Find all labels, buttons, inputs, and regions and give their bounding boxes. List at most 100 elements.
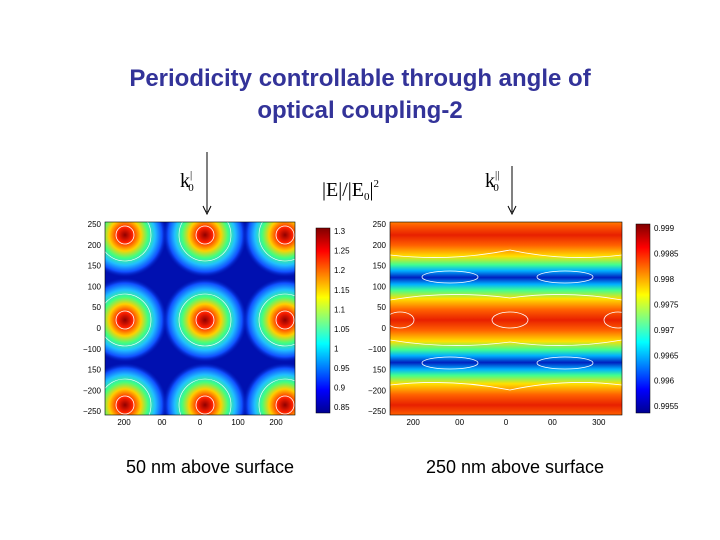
y-tick-label: 250 [373, 220, 387, 229]
caption: 50 nm above surface [126, 457, 294, 477]
y-tick-label: 150 [88, 366, 102, 375]
sub: 0 [188, 182, 194, 194]
y-tick-label: 200 [373, 241, 387, 250]
contour [178, 293, 232, 347]
contour [115, 395, 135, 415]
x-tick-label: 100 [231, 418, 245, 427]
colorbar-tick-label: 0.9 [334, 384, 346, 393]
colorbar-tick-label: 0.9985 [654, 250, 679, 259]
f-end: | [370, 179, 374, 201]
x-tick-label: 0 [504, 418, 509, 427]
y-tick-label: −250 [83, 407, 102, 416]
plot-frame [389, 221, 623, 416]
x-tick-label: 200 [269, 418, 283, 427]
colorbar-tick-label: 1.1 [334, 305, 346, 314]
colorbar-tick-label: 0.95 [334, 364, 350, 373]
colorbar-tick-label: 0.9975 [654, 300, 679, 309]
y-tick-label: −250 [368, 407, 387, 416]
y-tick-label: 200 [88, 241, 102, 250]
colorbar-tick-label: 1.05 [334, 325, 350, 334]
colorbar-tick-label: 0.998 [654, 275, 675, 284]
hot-spot [243, 222, 295, 277]
colorbar-tick-label: 1.15 [334, 286, 350, 295]
contour [258, 378, 295, 415]
x-tick-label: 200 [407, 418, 421, 427]
contour [195, 395, 215, 415]
contour [105, 222, 152, 262]
contour [178, 222, 232, 262]
contour [195, 310, 215, 330]
colorbar-tick-label: 1.2 [334, 266, 346, 275]
colorbar-tick-label: 1.25 [334, 247, 350, 256]
contour [195, 225, 215, 245]
caption: 250 nm above surface [426, 457, 604, 477]
colorbar-tick-label: 0.999 [654, 224, 675, 233]
field-map [105, 222, 295, 415]
y-tick-label: 0 [382, 324, 387, 333]
contour [275, 225, 295, 245]
hot-spot [105, 278, 167, 362]
k: k [485, 170, 495, 192]
hot-spot [243, 363, 295, 415]
hot-spot [163, 222, 247, 277]
x-tick-label: 300 [592, 418, 606, 427]
hot-spot [105, 222, 167, 277]
x-tick-label: 200 [117, 418, 131, 427]
title: Periodicity controllable through angle o… [129, 65, 591, 92]
arrow-head [507, 205, 517, 216]
colorbar-tick-label: 0.9955 [654, 402, 679, 411]
contour [258, 222, 295, 262]
title: optical coupling-2 [257, 97, 462, 124]
sup: | [190, 169, 192, 181]
hot-spot [163, 278, 247, 362]
colorbar-tick-label: 0.997 [654, 326, 675, 335]
y-tick-label: 150 [373, 262, 387, 271]
y-tick-label: 50 [92, 303, 101, 312]
contour [275, 310, 295, 330]
contour [178, 378, 232, 415]
colorbar-tick-label: 0.85 [334, 403, 350, 412]
f-sup: 2 [374, 178, 380, 190]
hot-spot [243, 278, 295, 362]
k-symbol: k| 0 [180, 169, 194, 194]
contour [105, 378, 152, 415]
x-tick-label: 0 [198, 418, 203, 427]
contour [115, 225, 135, 245]
y-tick-label: −200 [83, 386, 102, 395]
hot-spot [163, 363, 247, 415]
sup: || [495, 169, 499, 181]
contour [275, 395, 295, 415]
arrow-head [202, 205, 212, 216]
x-tick-label: 00 [158, 418, 167, 427]
y-tick-label: 100 [373, 282, 387, 291]
x-tick-label: 00 [548, 418, 557, 427]
plot-frame [104, 221, 296, 416]
y-tick-label: −100 [368, 345, 387, 354]
contour [258, 293, 295, 347]
y-tick-label: −200 [368, 386, 387, 395]
colorbar-tick-label: 0.9965 [654, 351, 679, 360]
y-tick-label: 50 [377, 303, 386, 312]
colorbar-tick-label: 1.3 [334, 227, 346, 236]
colorbar-tick-label: 0.996 [654, 377, 675, 386]
field-map [390, 222, 622, 415]
contour [105, 293, 152, 347]
colorbar [635, 223, 651, 414]
k-symbol: k|| 0 [485, 169, 499, 194]
y-tick-label: −100 [83, 345, 102, 354]
y-tick-label: 150 [373, 366, 387, 375]
f-sub: 0 [364, 191, 370, 203]
sub: 0 [493, 182, 499, 194]
y-tick-label: 250 [88, 220, 102, 229]
contour [115, 310, 135, 330]
x-tick-label: 00 [455, 418, 464, 427]
y-tick-label: 150 [88, 262, 102, 271]
hot-spot [105, 363, 167, 415]
k: k [180, 170, 190, 192]
f-main: |E|/|E [322, 179, 364, 201]
colorbar-tick-label: 1 [334, 344, 339, 353]
y-tick-label: 100 [88, 282, 102, 291]
formula: |E|/|E0|2 [322, 178, 379, 203]
colorbar [315, 227, 331, 414]
